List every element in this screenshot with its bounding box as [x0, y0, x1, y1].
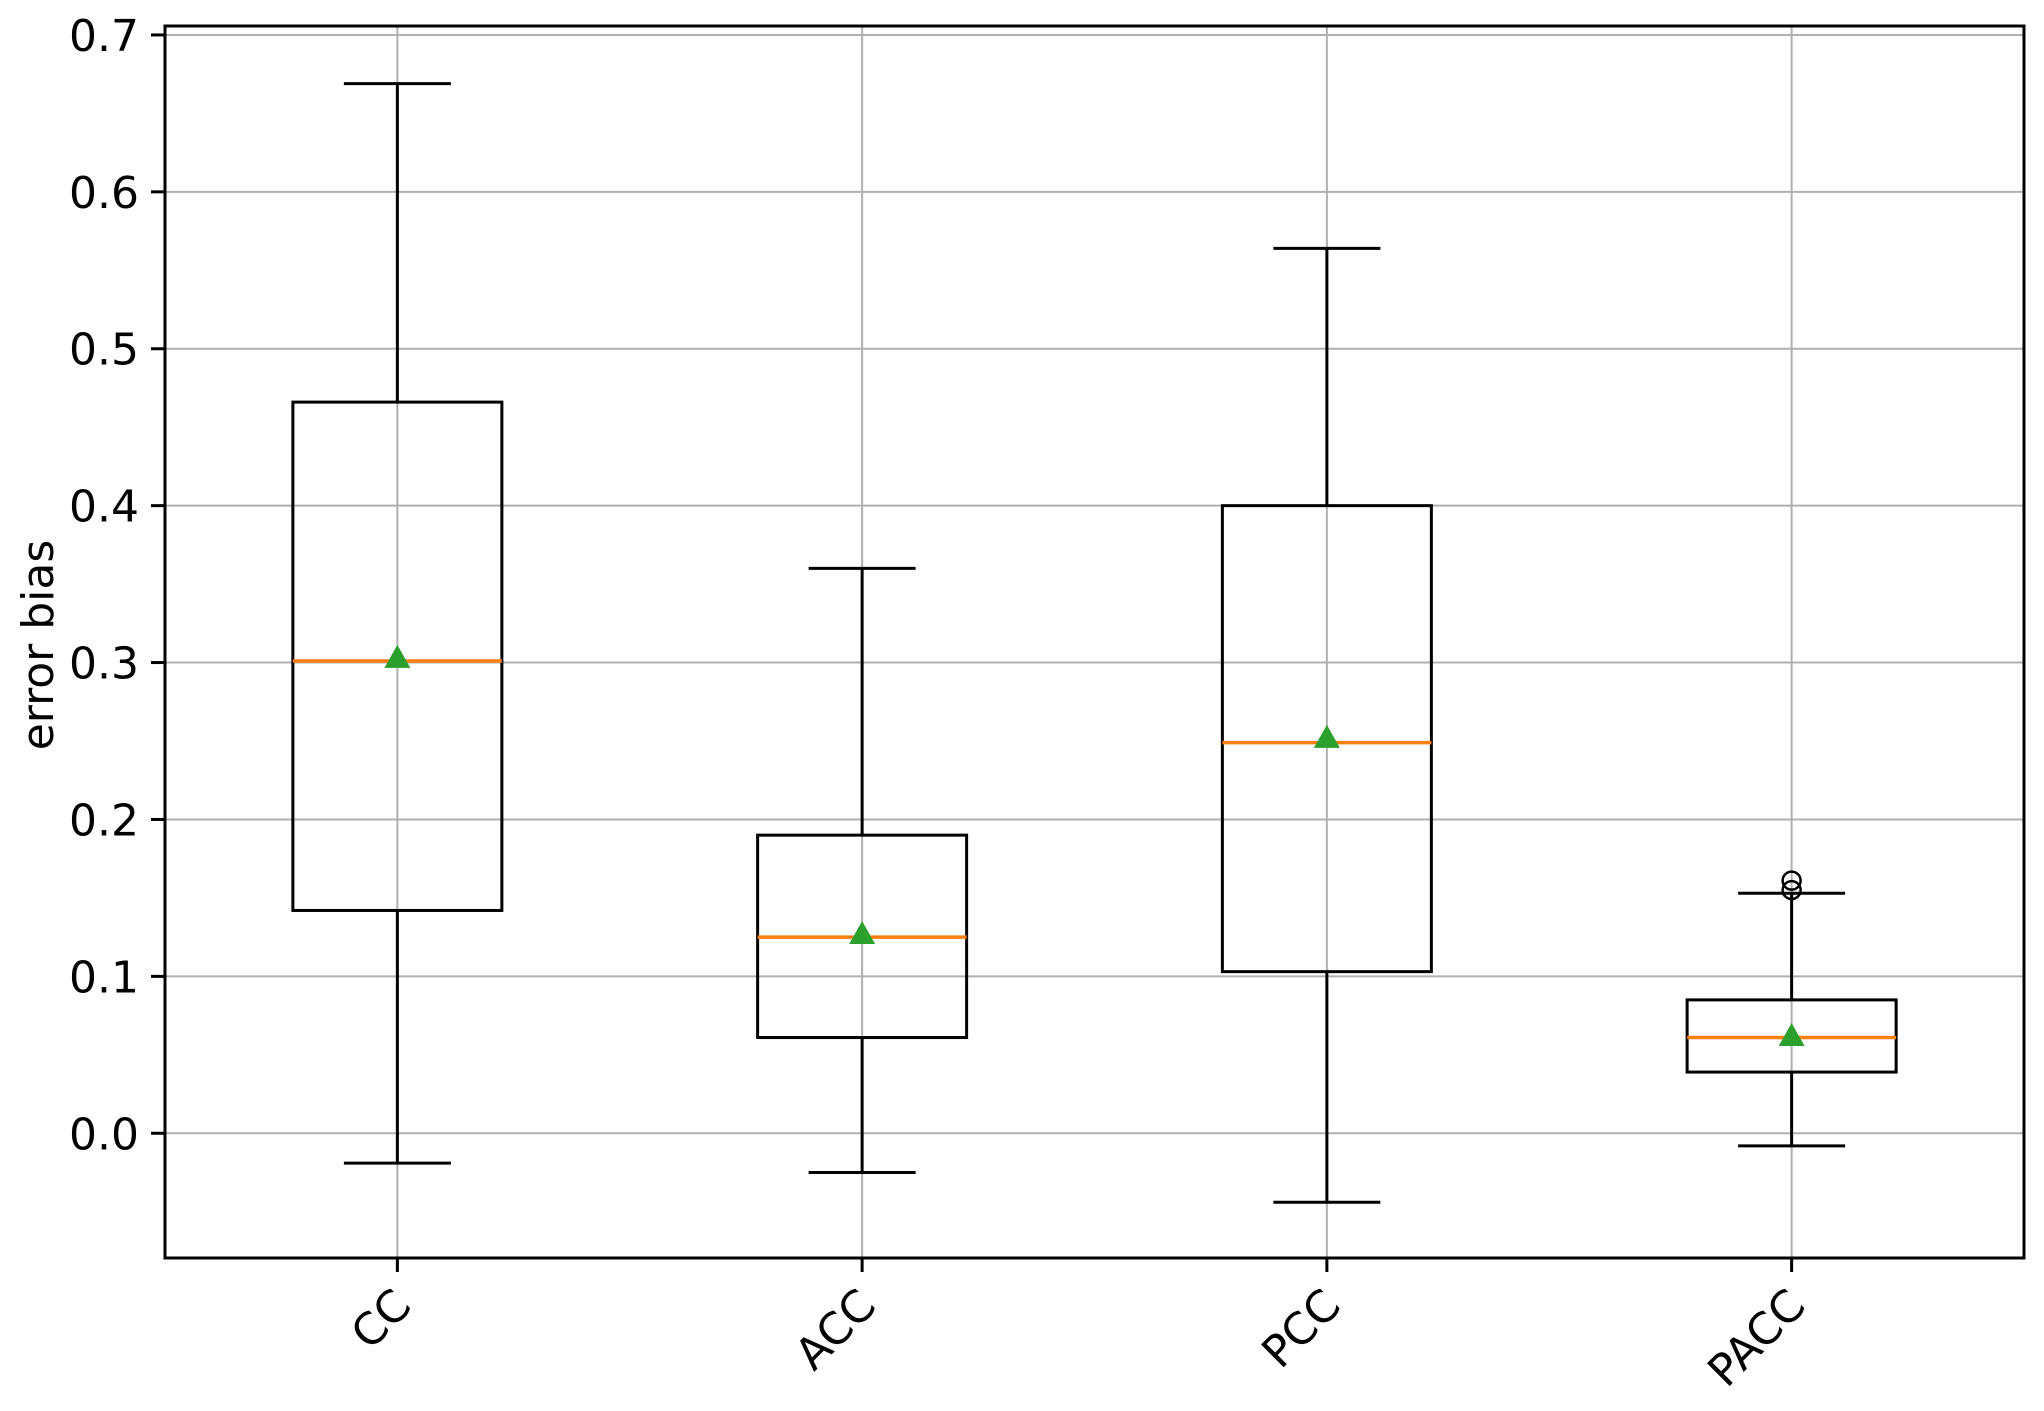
y-tick-label: 0.0 — [69, 1109, 139, 1160]
y-tick-label: 0.2 — [69, 795, 139, 846]
iqr-box — [291, 400, 504, 912]
x-tick-label: PACC — [1698, 1280, 1815, 1397]
plot-border — [163, 24, 2026, 1260]
mean-marker — [1313, 724, 1340, 748]
box-ACC — [756, 566, 969, 1174]
x-tick-label: CC — [342, 1280, 422, 1360]
box-PACC — [1685, 870, 1898, 1148]
mean-marker — [384, 644, 411, 668]
y-tick-label: 0.6 — [69, 168, 139, 219]
y-tick-label: 0.5 — [69, 325, 139, 376]
mean-marker — [849, 920, 876, 944]
box-layer — [291, 82, 1898, 1204]
x-tick-label: PCC — [1252, 1280, 1350, 1378]
mean-marker — [1778, 1022, 1805, 1046]
outlier-point — [1781, 870, 1802, 891]
box-CC — [291, 82, 504, 1165]
y-tick-label: 0.3 — [69, 639, 139, 690]
axis-layer: 0.0 0.1 0.2 0.3 0.4 0.5 0.6 0.7 CC ACC PCC PACC — [69, 11, 1815, 1397]
box-PCC — [1220, 246, 1433, 1204]
y-axis-label: error bias — [13, 540, 64, 751]
y-tick-label: 0.1 — [69, 952, 139, 1003]
x-tick-label: ACC — [786, 1280, 886, 1380]
iqr-box — [1220, 504, 1433, 974]
outlier-point — [1781, 879, 1802, 901]
y-tick-label: 0.4 — [69, 482, 139, 533]
y-tick-label: 0.7 — [69, 11, 139, 62]
